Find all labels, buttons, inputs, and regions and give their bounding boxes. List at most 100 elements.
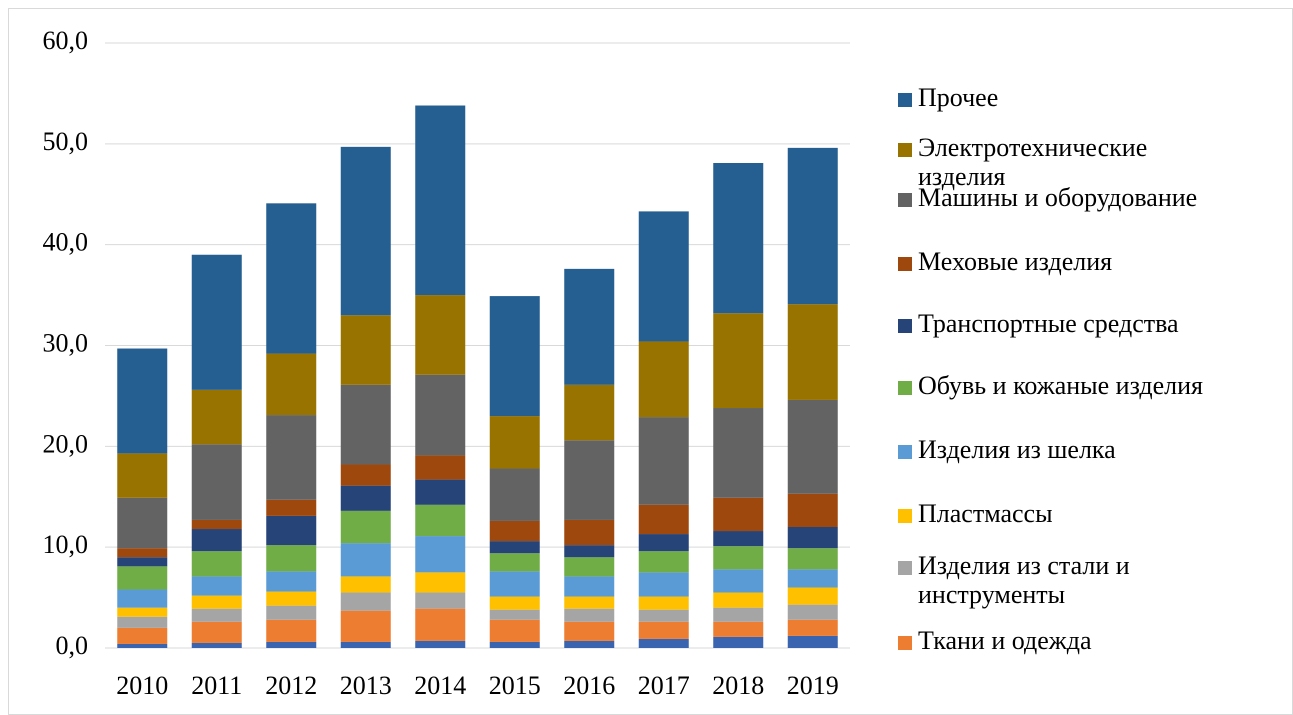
legend-swatch xyxy=(898,636,912,650)
bar-segment xyxy=(415,504,466,537)
bar-segment xyxy=(415,536,466,573)
bar-segment xyxy=(564,621,615,641)
bar-segment xyxy=(638,572,689,597)
bar-segment xyxy=(340,592,391,611)
y-tick-label: 10,0 xyxy=(43,530,89,559)
bar-segment xyxy=(489,416,540,469)
bar-segment xyxy=(117,607,168,617)
bar-segment xyxy=(638,596,689,610)
legend-swatch xyxy=(898,509,912,523)
bar-segment xyxy=(564,557,615,577)
bar-segment xyxy=(266,571,317,592)
bar-segment xyxy=(340,610,391,642)
bar-segment xyxy=(787,604,838,620)
y-tick-label: 20,0 xyxy=(43,429,89,458)
x-tick-label: 2015 xyxy=(489,671,541,700)
bar-segment xyxy=(117,348,168,454)
bar-segment xyxy=(191,389,242,445)
bar-segment xyxy=(340,315,391,385)
bar-segment xyxy=(564,440,615,520)
bar-segment xyxy=(266,605,317,620)
bar-segment xyxy=(489,468,540,521)
bar-segment xyxy=(191,576,242,596)
bar-segment xyxy=(117,589,168,608)
legend-label: Меховые изделия xyxy=(918,247,1112,276)
bar-segment xyxy=(787,569,838,588)
bar-segment xyxy=(713,313,764,409)
bar-segment xyxy=(191,595,242,609)
bar-segment xyxy=(340,510,391,544)
legend-swatch xyxy=(898,143,912,157)
bar-segment xyxy=(191,608,242,622)
bar-segment xyxy=(638,417,689,505)
x-tick-label: 2019 xyxy=(787,671,839,700)
bar-segment xyxy=(415,455,466,480)
legend-swatch xyxy=(898,93,912,107)
legend-label-line: инструменты xyxy=(918,580,1065,609)
bar-segment xyxy=(340,576,391,593)
bar-segment xyxy=(489,596,540,610)
bar-segment xyxy=(787,304,838,400)
bar-segment xyxy=(266,515,317,546)
x-tick-label: 2014 xyxy=(414,671,466,700)
x-tick-label: 2012 xyxy=(265,671,317,700)
bar-segment xyxy=(713,607,764,622)
bar-segment xyxy=(787,527,838,549)
legend-swatch xyxy=(898,193,912,207)
bar-segment xyxy=(713,497,764,532)
bar-segment xyxy=(266,353,317,416)
y-tick-label: 60,0 xyxy=(43,26,89,55)
bar-segment xyxy=(415,479,466,505)
legend-label-line: изделия xyxy=(918,162,1005,191)
legend-label: Обувь и кожаные изделия xyxy=(918,371,1203,400)
bar-segment xyxy=(564,268,615,385)
bar-segment xyxy=(638,621,689,639)
x-tick-label: 2018 xyxy=(712,671,764,700)
legend-label: Электротехнические изделия xyxy=(918,133,1147,191)
bar-segment xyxy=(564,545,615,558)
bar-segment xyxy=(340,543,391,577)
bar-segment xyxy=(713,636,764,648)
bar-segment xyxy=(489,553,540,572)
bar-segment xyxy=(489,619,540,642)
bar-segment xyxy=(415,592,466,609)
x-tick-label: 2011 xyxy=(191,671,242,700)
y-tick-label: 30,0 xyxy=(43,328,89,357)
legend-label: Пластмассы xyxy=(918,499,1053,528)
bar-segment xyxy=(489,641,540,648)
bar-segment xyxy=(713,546,764,570)
bar-segment xyxy=(638,341,689,418)
x-tick-label: 2010 xyxy=(116,671,168,700)
bar-segment xyxy=(266,641,317,648)
bar-segment xyxy=(117,566,168,590)
legend-label: Прочее xyxy=(918,83,998,112)
bar-segment xyxy=(117,548,168,558)
bar-segment xyxy=(191,529,242,552)
bar-segment xyxy=(415,572,466,593)
legend-label: Машины и оборудование xyxy=(918,183,1197,212)
bar-segment xyxy=(564,608,615,622)
legend-label: Ткани и одежда xyxy=(918,626,1092,655)
bar-segment xyxy=(638,504,689,535)
bar-segment xyxy=(340,485,391,511)
bar-segment xyxy=(564,519,615,546)
bar-segment xyxy=(713,569,764,593)
bar-segment xyxy=(787,635,838,648)
bar-segment xyxy=(489,296,540,417)
bar-segment xyxy=(787,619,838,636)
bar-segment xyxy=(117,616,168,628)
bar-segment xyxy=(415,374,466,456)
bar-segment xyxy=(191,444,242,520)
bar-segment xyxy=(415,105,466,296)
legend-label-line: Электротехнические xyxy=(918,133,1147,162)
bar-segment xyxy=(117,557,168,567)
bar-segment xyxy=(713,621,764,637)
bar-segment xyxy=(787,587,838,605)
bar-segment xyxy=(638,609,689,622)
bar-segment xyxy=(415,608,466,641)
bar-segment xyxy=(564,384,615,441)
bar-segment xyxy=(191,551,242,577)
bar-segment xyxy=(191,621,242,643)
bar-segment xyxy=(489,609,540,620)
